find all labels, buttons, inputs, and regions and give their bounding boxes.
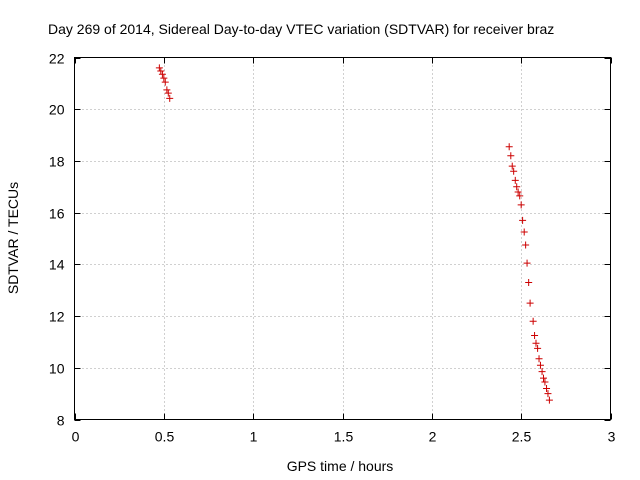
y-tick-label: 10 [49, 361, 65, 377]
data-point [543, 384, 551, 392]
y-axis-label: SDTVAR / TECUs [5, 182, 21, 294]
data-point [161, 78, 169, 86]
data-point [532, 339, 540, 347]
data-point [164, 89, 172, 97]
data-point [545, 396, 553, 404]
data-point [511, 176, 519, 184]
data-point [523, 259, 531, 267]
data-point [540, 374, 547, 382]
data-point [538, 368, 546, 376]
data-point [510, 167, 518, 175]
data-point [513, 183, 521, 191]
y-tick-label: 16 [49, 206, 65, 222]
x-tick-label: 2 [429, 429, 437, 445]
data-point [514, 188, 522, 196]
x-tick-label: 1 [250, 429, 258, 445]
x-tick-label: 1.5 [334, 429, 354, 445]
data-point [534, 344, 542, 352]
data-point [505, 143, 513, 151]
data-point [166, 94, 174, 102]
data-point [508, 162, 516, 170]
data-point [163, 86, 171, 94]
axis-ticks: 0 0.5 1 1.5 2 2.5 3 8 10 12 14 16 18 20 22 [49, 51, 616, 445]
x-tick-label: 0.5 [155, 429, 175, 445]
data-point [507, 152, 515, 160]
data-point [158, 70, 166, 78]
x-tick-label: 3 [608, 429, 616, 445]
plot-frame [74, 57, 611, 420]
data-point [536, 361, 544, 369]
x-tick-label: 2.5 [512, 429, 532, 445]
data-point [541, 378, 549, 386]
data-point [517, 201, 525, 209]
y-tick-label: 20 [49, 102, 65, 118]
y-tick-label: 8 [57, 413, 65, 429]
data-point [522, 241, 530, 249]
chart-title: Day 269 of 2014, Sidereal Day-to-day VTE… [48, 21, 554, 37]
y-tick-label: 12 [49, 309, 65, 325]
data-point [519, 216, 527, 224]
grid [74, 57, 611, 420]
x-axis-label: GPS time / hours [287, 458, 394, 474]
data-point [544, 390, 552, 398]
data-point [525, 278, 533, 286]
data-point [516, 192, 524, 200]
y-tick-label: 22 [49, 51, 65, 67]
data-point [526, 299, 534, 307]
x-tick-label: 0 [72, 429, 80, 445]
data-point [531, 331, 539, 339]
data-point [155, 64, 163, 72]
data-point [157, 67, 165, 75]
data-point [535, 355, 543, 363]
data-point [520, 228, 528, 236]
data-point [529, 317, 537, 325]
y-tick-label: 14 [49, 257, 65, 273]
data-points [155, 64, 553, 404]
y-tick-label: 18 [49, 154, 65, 170]
data-point [160, 74, 168, 82]
